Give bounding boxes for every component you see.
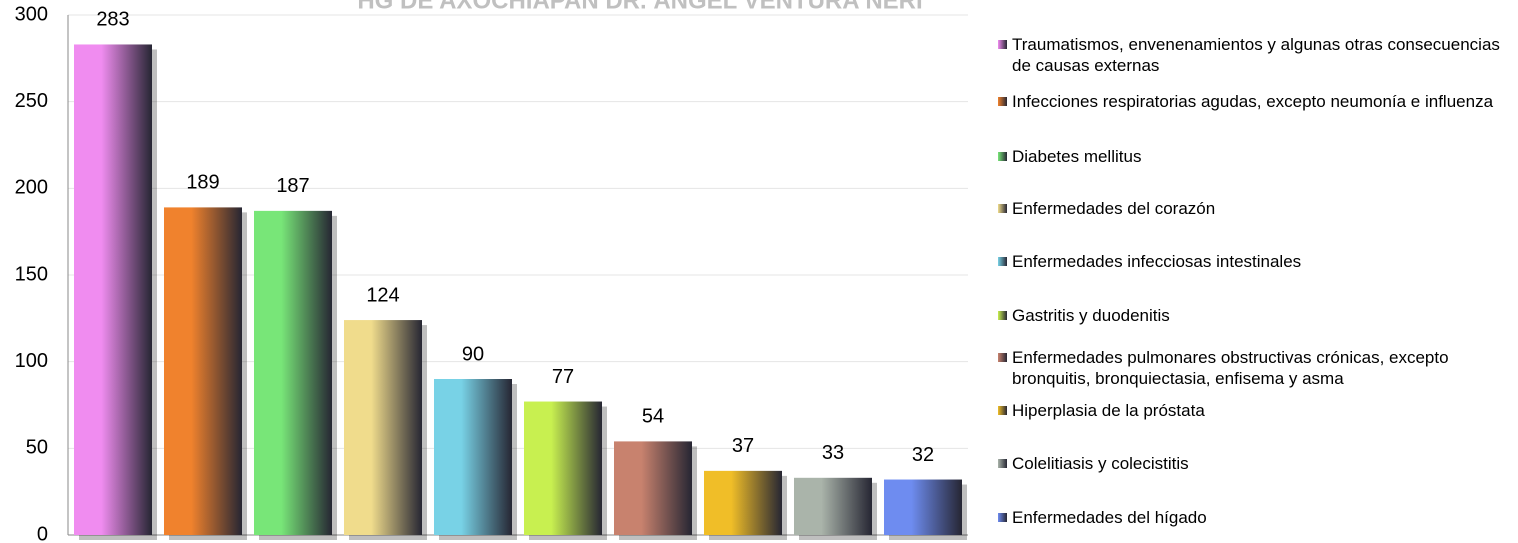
data-label: 77	[552, 366, 574, 388]
legend-entry: Colelitiasis y colecistitis	[996, 453, 1506, 474]
data-label: 32	[912, 444, 934, 466]
legend-entry: Diabetes mellitus	[996, 146, 1506, 167]
legend-swatch	[998, 406, 1007, 415]
y-tick-label: 0	[37, 523, 48, 543]
legend-label: Hiperplasia de la próstata	[1012, 401, 1205, 420]
y-tick-label: 100	[15, 350, 48, 372]
legend-label: Traumatismos, envenenamientos y algunas …	[1012, 35, 1500, 75]
bar	[254, 210, 332, 535]
bar	[344, 320, 422, 535]
legend-entry: Enfermedades pulmonares obstructivas cró…	[996, 347, 1506, 389]
data-label: 187	[276, 175, 309, 197]
legend-swatch	[998, 311, 1007, 320]
data-label: 33	[822, 442, 844, 464]
legend-swatch	[998, 257, 1007, 266]
data-label: 54	[642, 406, 664, 428]
data-label: 283	[96, 9, 129, 31]
data-label: 124	[366, 284, 399, 306]
legend-entry: Enfermedades del hígado	[996, 507, 1506, 528]
bar	[704, 470, 782, 535]
legend-swatch	[998, 459, 1007, 468]
legend-label: Infecciones respiratorias agudas, except…	[1012, 92, 1494, 111]
chart-title: HG DE AXOCHIAPAN DR. ÁNGEL VENTURA NERI	[357, 0, 922, 14]
legend-label: Enfermedades del corazón	[1012, 199, 1216, 218]
bar	[524, 401, 602, 535]
data-label: 90	[462, 343, 484, 365]
bar	[884, 479, 962, 535]
y-tick-label: 50	[26, 437, 48, 459]
legend-entry: Hiperplasia de la próstata	[996, 400, 1506, 421]
data-label: 189	[186, 172, 219, 194]
legend-entry: Traumatismos, envenenamientos y algunas …	[996, 34, 1506, 76]
y-tick-label: 200	[15, 177, 48, 199]
bar	[794, 477, 872, 535]
legend-swatch	[998, 152, 1007, 161]
data-label: 37	[732, 435, 754, 457]
bar	[614, 441, 692, 535]
legend-entry: Enfermedades del corazón	[996, 198, 1506, 219]
bar	[434, 379, 512, 535]
bar	[74, 44, 152, 535]
legend-label: Diabetes mellitus	[1012, 147, 1142, 166]
legend-swatch	[998, 513, 1007, 522]
legend-entry: Enfermedades infecciosas intestinales	[996, 251, 1506, 272]
y-tick-label: 150	[15, 263, 48, 285]
legend-swatch	[998, 97, 1007, 106]
legend-swatch	[998, 40, 1007, 49]
y-tick-label: 250	[15, 90, 48, 112]
legend-entry: Infecciones respiratorias agudas, except…	[996, 91, 1506, 112]
legend-label: Enfermedades pulmonares obstructivas cró…	[1012, 348, 1449, 388]
legend-label: Enfermedades infecciosas intestinales	[1012, 252, 1302, 271]
legend-entry: Gastritis y duodenitis	[996, 305, 1506, 326]
legend-swatch	[998, 204, 1007, 213]
legend-swatch	[998, 353, 1007, 362]
legend-label: Gastritis y duodenitis	[1012, 306, 1170, 325]
y-tick-label: 300	[15, 3, 48, 25]
legend-label: Enfermedades del hígado	[1012, 508, 1207, 527]
legend-label: Colelitiasis y colecistitis	[1012, 454, 1189, 473]
bar	[164, 207, 242, 535]
